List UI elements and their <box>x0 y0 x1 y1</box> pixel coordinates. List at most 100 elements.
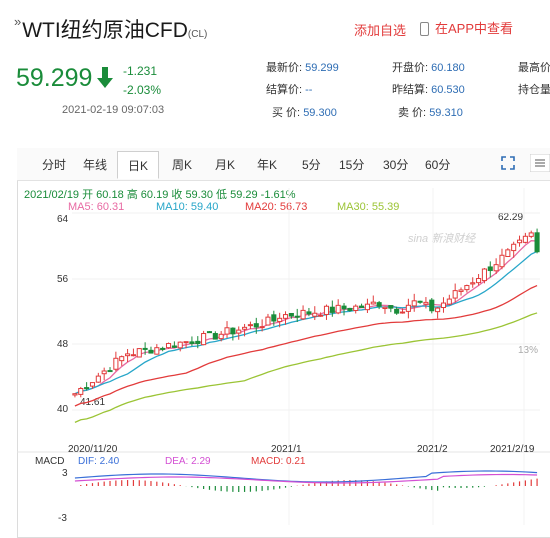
candle-body <box>282 314 289 319</box>
candle-body <box>142 347 148 350</box>
ma20-line <box>74 284 538 407</box>
candle-body <box>323 305 330 315</box>
info-label: 最新价: <box>266 62 303 74</box>
collapse-marker: » <box>14 14 22 29</box>
low-annotation: 41.61 <box>80 397 106 408</box>
info-label: 持仓量 <box>518 84 550 96</box>
ma20-label: MA20: 56.73 <box>245 201 308 213</box>
x-tick: 2021/2 <box>417 444 448 455</box>
candle-body <box>148 349 154 354</box>
candle-body <box>206 331 213 334</box>
info-prev-settlement: 昨结算: 60.530 <box>392 81 465 97</box>
down-arrow-icon <box>97 67 113 88</box>
candle-body <box>119 356 125 362</box>
candle-body <box>440 302 447 309</box>
info-settlement: 结算价: -- <box>266 81 312 97</box>
candle-body <box>288 312 294 317</box>
app-view-label: 在APP中查看 <box>435 21 514 36</box>
tab-30min[interactable]: 30分 <box>383 158 409 172</box>
tab-15min[interactable]: 15分 <box>339 158 365 172</box>
macd-dif: DIF: 2.40 <box>78 456 120 467</box>
candle-body <box>423 301 429 305</box>
info-latest: 最新价: 59.299 <box>266 59 339 75</box>
info-high: 最高价 <box>518 59 550 75</box>
candle-body <box>505 249 511 258</box>
period-tab-bar <box>17 148 550 181</box>
candle-body <box>335 304 341 314</box>
candle-body <box>89 382 96 387</box>
candle-body <box>499 254 505 268</box>
info-value: 59.310 <box>429 107 463 119</box>
tab-weekly-k[interactable]: 周K <box>172 158 193 172</box>
candle-body <box>516 239 523 244</box>
ma10-label: MA10: 59.40 <box>156 201 219 213</box>
instrument-code: (CL) <box>187 29 208 40</box>
tab-monthly-k[interactable]: 月K <box>215 158 236 172</box>
ma5-label: MA5: 60.31 <box>68 201 125 213</box>
tab-daily-k[interactable]: 日K <box>117 151 160 179</box>
candle-body <box>160 347 166 350</box>
y-tick: 48 <box>57 339 69 350</box>
menu-icon[interactable] <box>530 154 550 172</box>
candle-body <box>72 393 78 396</box>
candle-body <box>271 314 277 322</box>
candle-body <box>189 341 195 344</box>
candle-body <box>329 306 335 313</box>
sina-watermark: sina 新浪财经 <box>408 233 476 245</box>
candle-body <box>78 387 84 395</box>
candle-body <box>312 312 318 317</box>
tab-year-line[interactable]: 年线 <box>83 158 108 172</box>
candle-body <box>394 308 400 314</box>
tab-60min[interactable]: 60分 <box>425 158 451 172</box>
candle-body <box>259 326 265 329</box>
info-open-interest: 持仓量 <box>518 81 550 97</box>
info-value: 59.299 <box>305 62 339 74</box>
candle-body <box>417 300 423 303</box>
candle-body <box>405 304 411 312</box>
instrument-title: »WTI纽约原油CFD(CL) <box>14 14 207 44</box>
price-change: -1.231 -2.03% <box>123 62 161 100</box>
candle-body <box>458 289 464 292</box>
candle-body <box>265 316 271 326</box>
candle-body <box>247 324 253 327</box>
phone-icon <box>420 22 429 36</box>
candle-body <box>201 333 207 346</box>
candle-body <box>411 300 417 307</box>
candle-body <box>253 323 259 328</box>
tab-5min[interactable]: 5分 <box>302 158 321 172</box>
candle-body <box>183 341 189 344</box>
info-label: 最高价 <box>518 62 550 74</box>
info-label: 卖 价: <box>398 107 427 119</box>
candle-body <box>84 387 90 390</box>
candle-body <box>429 299 435 312</box>
x-tick: 2021/1 <box>271 444 302 455</box>
info-ask: 卖 价: 59.310 <box>398 104 463 120</box>
candle-body <box>130 354 136 357</box>
candle-body <box>470 282 476 285</box>
ma30-line <box>74 312 538 423</box>
candle-body <box>230 327 236 335</box>
macd-value: MACD: 0.21 <box>251 456 306 467</box>
app-view-button[interactable]: 在APP中查看 <box>420 18 513 37</box>
add-watchlist-button[interactable]: 添加自选 <box>354 23 407 38</box>
candle-body <box>388 305 394 309</box>
instrument-name: WTI纽约原油CFD <box>22 19 188 42</box>
candle-body <box>125 353 131 357</box>
candle-body <box>113 357 119 370</box>
candle-body <box>376 302 382 307</box>
info-label: 结算价: <box>266 84 303 96</box>
candle-body <box>306 311 312 315</box>
y-tick: 56 <box>57 274 69 285</box>
x-tick: 2020/11/20 <box>68 444 118 455</box>
tab-intraday[interactable]: 分时 <box>42 158 67 172</box>
fullscreen-icon[interactable] <box>501 156 515 170</box>
ma5-line <box>74 240 538 395</box>
percent-tick: 13% <box>518 345 539 356</box>
ma10-line <box>74 250 538 395</box>
candle-body <box>300 309 306 320</box>
candle-body <box>165 343 172 349</box>
candle-body <box>212 333 218 340</box>
ma30-label: MA30: 55.39 <box>337 201 400 213</box>
tab-yearly-k[interactable]: 年K <box>257 158 278 172</box>
macd-dea: DEA: 2.29 <box>165 456 211 467</box>
